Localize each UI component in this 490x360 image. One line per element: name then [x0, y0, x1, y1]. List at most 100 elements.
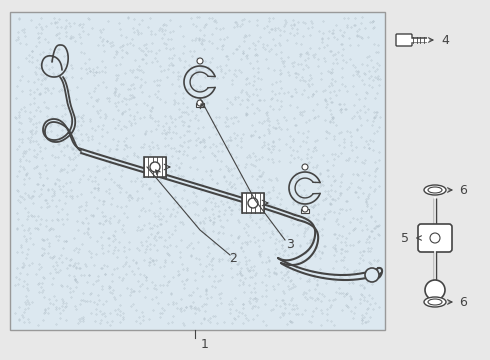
Point [77, 131, 85, 136]
Point [34, 76, 42, 82]
Point [100, 262, 108, 267]
Point [109, 287, 117, 292]
Point [42, 104, 49, 110]
Point [150, 177, 158, 183]
Point [198, 36, 206, 42]
Point [231, 135, 239, 141]
Point [47, 20, 54, 26]
Point [156, 221, 164, 227]
Point [358, 159, 366, 165]
Point [236, 174, 244, 179]
Point [62, 238, 70, 244]
Point [350, 226, 358, 232]
Point [79, 220, 87, 226]
Point [237, 244, 245, 249]
Point [363, 208, 370, 213]
Point [160, 31, 168, 36]
Point [45, 186, 52, 192]
Point [146, 113, 154, 118]
Point [234, 313, 242, 319]
Point [354, 69, 362, 75]
Point [39, 133, 47, 139]
Point [167, 135, 175, 141]
Point [371, 112, 379, 118]
Point [216, 166, 223, 172]
Point [314, 217, 322, 223]
Point [310, 204, 318, 210]
Point [196, 108, 204, 113]
Point [331, 189, 339, 194]
Point [54, 71, 62, 77]
Point [24, 299, 32, 305]
Point [193, 112, 200, 118]
Point [93, 301, 100, 306]
Point [133, 109, 141, 115]
Point [358, 61, 366, 67]
Point [289, 202, 296, 207]
Point [98, 234, 105, 239]
Point [215, 256, 222, 262]
Point [25, 128, 33, 134]
Point [54, 46, 62, 52]
Point [303, 278, 311, 284]
Point [33, 150, 41, 156]
Point [196, 148, 204, 154]
Point [52, 233, 60, 239]
Point [368, 84, 376, 90]
Point [257, 76, 265, 82]
Point [156, 176, 164, 182]
Point [96, 34, 103, 40]
Point [322, 136, 330, 141]
Point [368, 122, 376, 128]
Point [318, 178, 326, 184]
Point [290, 32, 298, 38]
Point [187, 64, 195, 69]
Point [245, 152, 253, 157]
Point [307, 19, 315, 24]
Point [207, 199, 215, 205]
Point [167, 213, 174, 219]
Point [151, 233, 159, 239]
Point [79, 112, 87, 117]
Point [272, 175, 280, 181]
Point [210, 152, 218, 157]
Point [70, 134, 77, 140]
Point [129, 94, 137, 100]
Point [308, 269, 316, 274]
Point [72, 306, 79, 312]
Point [110, 247, 118, 253]
Point [225, 168, 233, 174]
Point [205, 195, 213, 201]
Point [331, 231, 339, 237]
Point [230, 72, 238, 77]
Point [99, 42, 107, 48]
Point [192, 36, 200, 41]
Point [161, 99, 169, 105]
Point [350, 269, 358, 275]
Point [245, 283, 253, 288]
Point [211, 278, 219, 284]
Point [105, 170, 113, 176]
Point [253, 17, 261, 23]
Point [298, 257, 306, 263]
Point [332, 296, 340, 302]
Point [265, 213, 273, 219]
Point [186, 164, 194, 170]
Point [244, 91, 251, 97]
Point [170, 52, 177, 58]
Point [331, 246, 339, 252]
Point [159, 213, 167, 219]
Point [337, 41, 344, 47]
Point [132, 319, 140, 324]
Point [112, 51, 120, 57]
Point [190, 190, 197, 196]
Point [175, 55, 183, 60]
Point [202, 292, 210, 297]
Point [68, 66, 76, 71]
Point [62, 23, 70, 29]
Point [205, 214, 213, 220]
Point [287, 152, 295, 158]
Point [185, 123, 193, 129]
Point [102, 217, 110, 223]
Point [324, 188, 332, 194]
